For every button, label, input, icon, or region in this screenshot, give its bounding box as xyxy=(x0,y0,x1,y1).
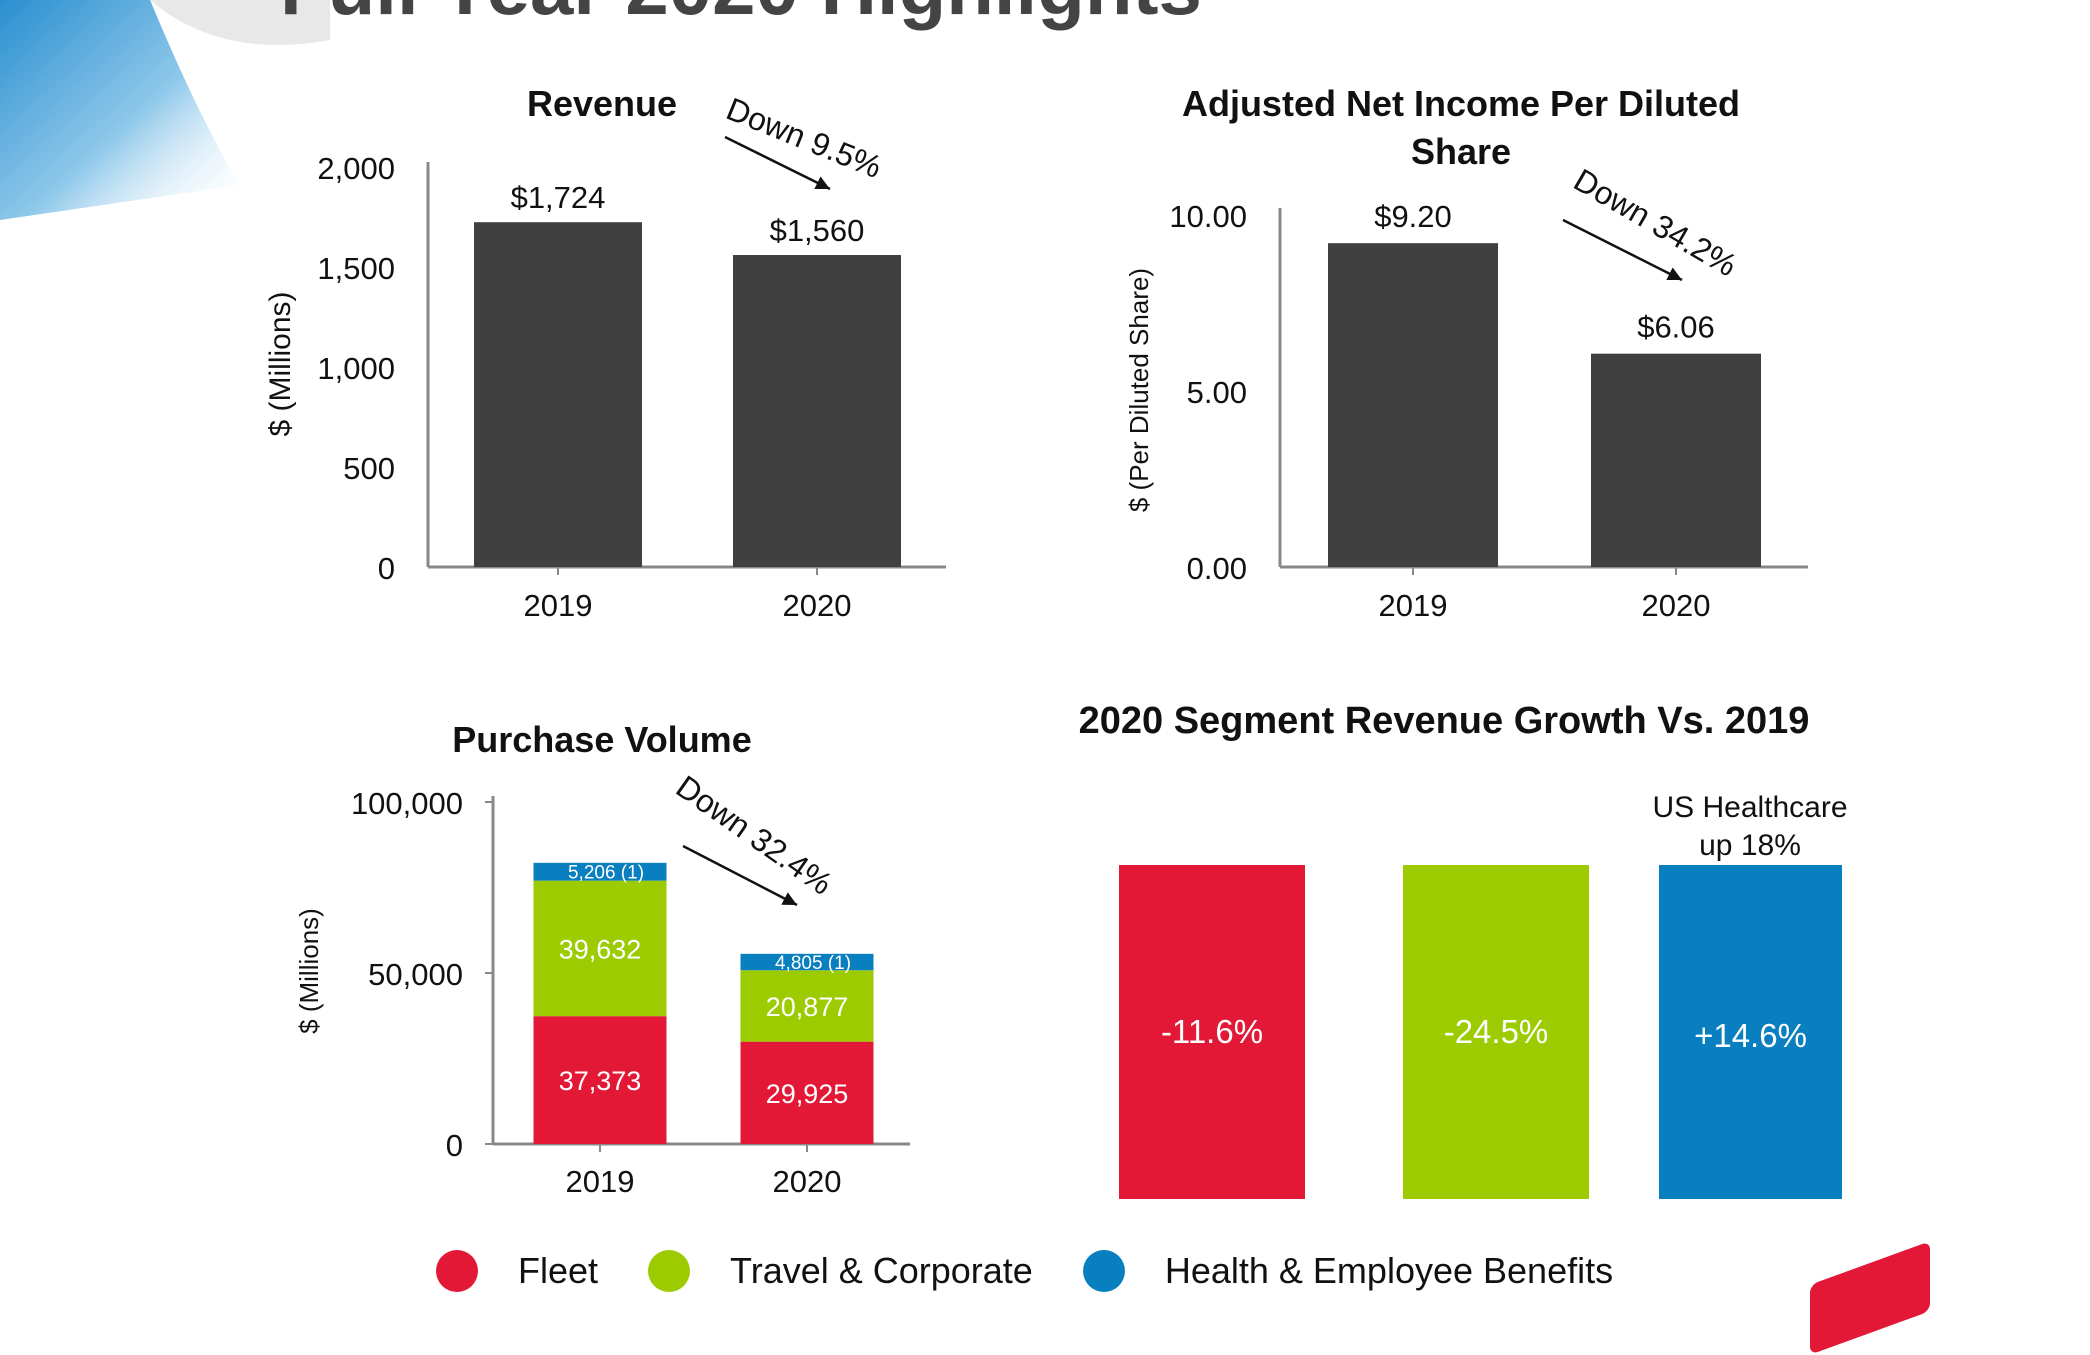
income-change-arrow xyxy=(1562,218,1683,282)
purchase-volume-segment-2020 xyxy=(740,953,874,971)
revenue-change-annotation: Down 9.5% xyxy=(722,90,887,185)
legend-item-travel: Travel & Corporate xyxy=(648,1250,1033,1292)
segment-growth-data-label: -11.6% xyxy=(1161,1013,1263,1050)
revenue-y-tick: 2,000 xyxy=(317,151,395,186)
purchase-volume-segment-label: 39,632 xyxy=(559,934,642,964)
income-x-tick: 2019 xyxy=(1379,588,1448,623)
revenue-bar-2019 xyxy=(474,222,642,567)
revenue-chart-title: Revenue xyxy=(527,83,677,124)
revenue-y-tick: 1,000 xyxy=(317,351,395,386)
income-change-annotation: Down 34.2% xyxy=(1568,162,1743,284)
purchase-volume-segment-label: 5,206 (1) xyxy=(568,863,644,884)
header-swoosh-decoration xyxy=(0,0,330,220)
revenue-y-tick: 0 xyxy=(378,551,395,586)
page-title: Full Year 2020 Highlights xyxy=(280,0,1202,33)
legend-item-health: Health & Employee Benefits xyxy=(1082,1250,1614,1292)
revenue-y-axis-label: $ (Millions) xyxy=(264,291,297,436)
legend-label-health: Health & Employee Benefits xyxy=(1164,1250,1614,1291)
income-y-tick: 10.00 xyxy=(1169,199,1247,234)
income-bar-2020 xyxy=(1591,353,1761,567)
revenue-y-tick: 1,500 xyxy=(317,251,395,286)
segment-growth-chart-title: 2020 Segment Revenue Growth Vs. 2019 xyxy=(1079,700,1810,742)
segment-growth-bar-2 xyxy=(1403,865,1589,1199)
purchase-volume-y-tick: 100,000 xyxy=(351,786,463,821)
income-y-axis-label: $ (Per Diluted Share) xyxy=(1124,268,1154,512)
purchase-volume-segment-2019 xyxy=(533,1016,667,1144)
legend-swatch-fleet xyxy=(436,1250,478,1292)
income-data-label: $6.06 xyxy=(1637,310,1715,345)
income-chart-title-line1: Adjusted Net Income Per Diluted xyxy=(1182,83,1740,124)
income-y-tick: 5.00 xyxy=(1187,375,1247,410)
legend: Fleet Travel & Corporate Health & Employ… xyxy=(436,1250,1663,1292)
us-healthcare-annotation-line2: up 18% xyxy=(1699,829,1801,862)
revenue-data-label: $1,724 xyxy=(511,180,606,215)
revenue-y-tick: 500 xyxy=(343,451,395,486)
purchase-volume-y-tick: 0 xyxy=(446,1128,463,1163)
revenue-bar-2020 xyxy=(733,255,901,567)
revenue-data-label: $1,560 xyxy=(770,213,865,248)
segment-growth-bar-3 xyxy=(1659,865,1842,1199)
segment-growth-data-label: -24.5% xyxy=(1444,1013,1549,1050)
purchase-volume-segment-2020 xyxy=(740,970,874,1042)
revenue-change-arrow xyxy=(724,135,831,191)
segment-growth-bar-1 xyxy=(1119,865,1305,1199)
purchase-volume-segment-label: 37,373 xyxy=(559,1066,642,1096)
income-y-tick: 0.00 xyxy=(1187,551,1247,586)
purchase-volume-x-tick: 2020 xyxy=(773,1164,842,1199)
purchase-volume-segment-2019 xyxy=(533,862,667,881)
purchase-volume-segment-label: 29,925 xyxy=(766,1079,849,1109)
purchase-volume-chart-title: Purchase Volume xyxy=(452,719,751,760)
purchase-volume-y-axis-label: $ (Millions) xyxy=(294,908,324,1034)
income-bar-2019 xyxy=(1328,243,1498,567)
income-x-tick: 2020 xyxy=(1642,588,1711,623)
purchase-volume-change-arrow-head xyxy=(781,892,797,905)
revenue-x-tick: 2020 xyxy=(783,588,852,623)
segment-growth-data-label: +14.6% xyxy=(1694,1017,1807,1054)
legend-item-fleet: Fleet xyxy=(436,1250,598,1292)
legend-label-fleet: Fleet xyxy=(518,1250,599,1291)
legend-swatch-health xyxy=(1082,1250,1125,1292)
income-data-label: $9.20 xyxy=(1374,199,1452,234)
income-chart-title-line2: Share xyxy=(1411,131,1511,172)
us-healthcare-annotation-line1: US Healthcare xyxy=(1652,791,1847,824)
purchase-volume-x-tick: 2019 xyxy=(566,1164,635,1199)
charts-canvas: Revenue $ (Millions) 0 500 1,000 1,500 2,000 $1… xyxy=(264,83,1848,1199)
revenue-x-tick: 2019 xyxy=(524,588,593,623)
purchase-volume-y-tick: 50,000 xyxy=(368,957,463,992)
company-logo xyxy=(1810,1241,1930,1355)
purchase-volume-change-arrow xyxy=(682,844,798,907)
purchase-volume-segment-label: 20,877 xyxy=(766,992,849,1022)
purchase-volume-segment-2020 xyxy=(740,1041,874,1144)
income-change-arrow-head xyxy=(1666,267,1682,280)
legend-label-travel: Travel & Corporate xyxy=(730,1250,1033,1291)
legend-swatch-travel xyxy=(648,1250,691,1292)
purchase-volume-segment-label: 4,805 (1) xyxy=(775,953,851,974)
revenue-change-arrow-head xyxy=(814,176,830,190)
purchase-volume-segment-2019 xyxy=(533,880,667,1017)
